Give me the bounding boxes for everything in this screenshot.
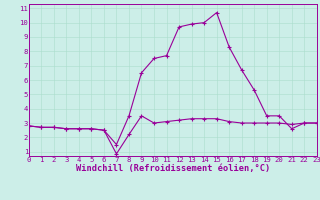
X-axis label: Windchill (Refroidissement éolien,°C): Windchill (Refroidissement éolien,°C) — [76, 164, 270, 173]
